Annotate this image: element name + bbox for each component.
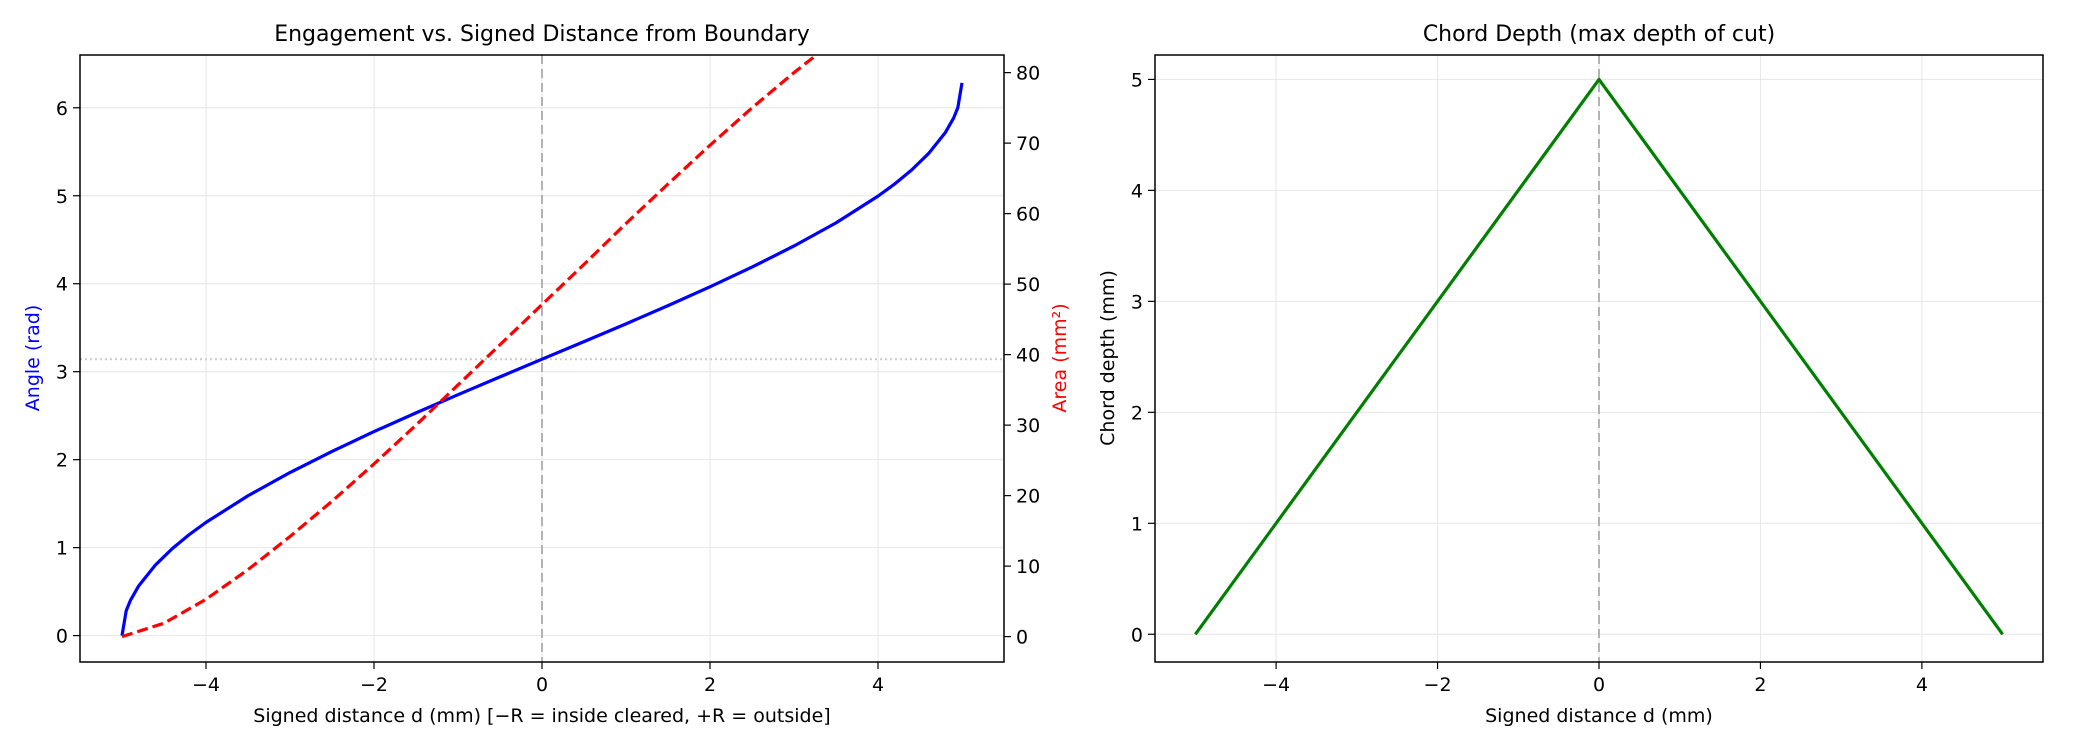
x-axis-label: Signed distance d (mm) [−R = inside clea…	[253, 705, 830, 727]
y2-tick-label: 40	[1016, 345, 1040, 367]
series-lines	[1194, 77, 2004, 636]
x-tick-label: 0	[536, 674, 548, 696]
y2-tick-label: 80	[1016, 63, 1040, 85]
series-line-1	[1194, 77, 2004, 636]
x-tick-label: −2	[1424, 674, 1452, 696]
y-axis-label: Chord depth (mm)	[1097, 270, 1119, 446]
series-lines	[120, 55, 964, 639]
y2-tick-label: 70	[1016, 133, 1040, 155]
x-ticks: −4 −2 0 2 4	[192, 662, 884, 696]
x-tick-label: 0	[1593, 674, 1605, 696]
y2-tick-label: 50	[1016, 274, 1040, 296]
y-tick-label: 2	[56, 450, 68, 472]
y2-tick-label: 60	[1016, 204, 1040, 226]
y2-tick-label: 0	[1016, 627, 1028, 649]
x-tick-label: −4	[1262, 674, 1290, 696]
chart-title: Chord Depth (max depth of cut)	[1423, 22, 1775, 47]
y2-tick-label: 20	[1016, 486, 1040, 508]
chart-engagement: −4 −2 0 2 4 0 1 2 3 4 5 6 0 10 20 30 40 50 60 70 80 Engage…	[22, 22, 1071, 727]
y-ticks: 0 1 2 3 4 5	[1131, 69, 1155, 646]
y-tick-label: 4	[56, 274, 68, 296]
y2-ticks: 0 10 20 30 40 50 60 70 80	[1004, 63, 1040, 649]
x-tick-label: 2	[704, 674, 716, 696]
y-tick-label: 1	[56, 538, 68, 560]
x-tick-label: −4	[192, 674, 220, 696]
chart-title: Engagement vs. Signed Distance from Boun…	[274, 22, 810, 47]
y-tick-label: 3	[56, 362, 68, 384]
y-tick-label: 5	[1131, 69, 1143, 91]
x-tick-label: 2	[1754, 674, 1766, 696]
y2-tick-label: 30	[1016, 415, 1040, 437]
y-ticks: 0 1 2 3 4 5 6	[56, 98, 80, 648]
y-tick-label: 0	[56, 626, 68, 648]
y-tick-label: 5	[56, 186, 68, 208]
y-tick-label: 2	[1131, 402, 1143, 424]
series-line-1	[120, 82, 964, 636]
y-tick-label: 3	[1131, 291, 1143, 313]
y2-axis-label: Area (mm²)	[1049, 303, 1071, 412]
y-tick-label: 6	[56, 98, 68, 120]
x-tick-label: −2	[360, 674, 388, 696]
x-axis-label: Signed distance d (mm)	[1485, 705, 1713, 727]
y2-tick-label: 10	[1016, 556, 1040, 578]
series-line-2	[121, 55, 819, 639]
x-tick-label: 4	[1916, 674, 1928, 696]
y-tick-label: 1	[1131, 513, 1143, 535]
chart-chord-depth: −4 −2 0 2 4 0 1 2 3 4 5 Chord Depth (max depth of…	[1097, 22, 2044, 727]
y-tick-label: 4	[1131, 180, 1143, 202]
x-tick-label: 4	[872, 674, 884, 696]
x-ticks: −4 −2 0 2 4	[1262, 662, 1928, 696]
y-axis-label: Angle (rad)	[22, 305, 44, 411]
y-tick-label: 0	[1131, 624, 1143, 646]
